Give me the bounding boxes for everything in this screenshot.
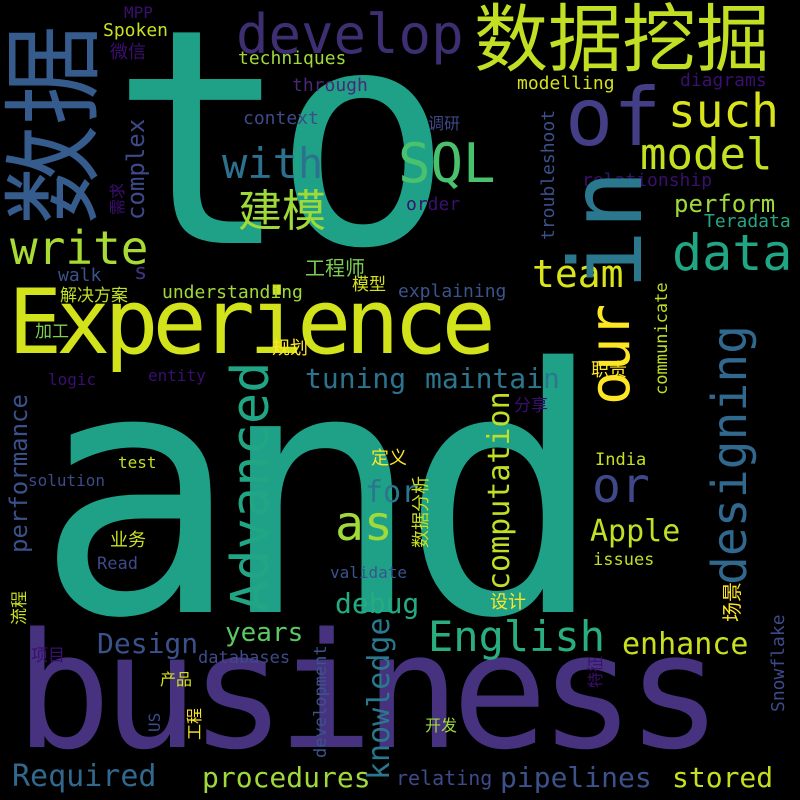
word-liucheng: 流程 xyxy=(10,591,30,625)
word-snowflake: Snowflake xyxy=(768,614,789,712)
word-complex: complex xyxy=(122,118,150,220)
word-experience: Experience xyxy=(8,270,496,375)
word-read: Read xyxy=(97,554,138,574)
word-chanpin: 产品 xyxy=(160,670,193,689)
word-in: in xyxy=(548,169,665,290)
word-with: with xyxy=(222,139,324,188)
word-shujufenxi: 数据分析 xyxy=(411,476,432,548)
word-debug: debug xyxy=(335,587,420,620)
word-or: or xyxy=(592,458,650,514)
word-data: data xyxy=(672,224,793,282)
word-shujuwajue: 数据挖掘 xyxy=(474,0,770,83)
word-such: such xyxy=(668,84,779,138)
word-teradata: Teradata xyxy=(704,211,791,232)
word-designing: designing xyxy=(702,324,758,585)
word-development: development xyxy=(311,645,331,758)
word-as: as xyxy=(335,496,393,552)
word-to: to xyxy=(110,0,453,314)
word-tuning: tuning xyxy=(305,362,407,395)
word-write: write xyxy=(10,221,149,275)
word-performance: performance xyxy=(5,394,33,553)
word-model: model xyxy=(640,129,773,180)
word-walk: walk xyxy=(58,265,102,286)
word-years: years xyxy=(225,618,304,648)
word-techniques: techniques xyxy=(238,48,347,69)
word-jiagong: 加工 xyxy=(35,322,69,342)
word-jianmo: 建模 xyxy=(238,186,326,237)
word-validate: validate xyxy=(330,563,408,582)
word-english: English xyxy=(428,612,606,661)
word-business: business xyxy=(15,598,723,785)
word-modelling: modelling xyxy=(517,73,615,94)
word-changjing: 场景 xyxy=(720,582,744,622)
word-spoken: Spoken xyxy=(103,20,169,41)
word-solution: solution xyxy=(28,471,106,490)
word-develop: develop xyxy=(236,3,464,66)
word-understanding: understanding xyxy=(162,282,303,303)
word-moxing: 模型 xyxy=(352,275,386,295)
word-mpp: MPP xyxy=(124,3,153,22)
word-team: team xyxy=(532,252,624,296)
word-issues: issues xyxy=(593,550,655,570)
word-perform: perform xyxy=(674,190,776,218)
word-india: India xyxy=(595,450,647,470)
word-relationship: relationship xyxy=(582,170,713,191)
word-gongchengshi: 工程师 xyxy=(305,256,365,280)
word-test: test xyxy=(118,453,157,472)
word-maintain: maintain xyxy=(425,362,560,395)
word-weixin: 微信 xyxy=(110,42,146,63)
word-gongcheng: 工程 xyxy=(185,707,204,740)
word-explaining: explaining xyxy=(398,281,507,302)
word-communicate: communicate xyxy=(652,282,672,395)
word-apple: Apple xyxy=(590,514,681,549)
word-diaoyan: 调研 xyxy=(428,114,461,133)
word-yewu: 业务 xyxy=(110,530,146,551)
word-dingyi: 定义 xyxy=(371,448,407,469)
word-diagrams: diagrams xyxy=(680,70,767,91)
word-entity: entity xyxy=(148,366,206,385)
word-of: of xyxy=(565,71,662,164)
word-enhance: enhance xyxy=(622,627,749,662)
word-and: and xyxy=(35,297,605,693)
word-relating: relating xyxy=(396,766,493,790)
word-stored: stored xyxy=(672,761,774,794)
word-shuju: 数据 xyxy=(0,25,113,225)
word-for: for xyxy=(365,475,420,510)
word-logic: logic xyxy=(48,370,97,389)
word-pipelines: pipelines xyxy=(500,761,652,794)
word-sheji: 设计 xyxy=(490,592,526,613)
word-guihua: 规划 xyxy=(272,338,308,359)
word-fenxiang: 分享 xyxy=(514,396,548,416)
word-us: US xyxy=(145,712,164,732)
word-jiejuefangan: 解决方案 xyxy=(60,286,128,306)
word-computation: computation xyxy=(482,391,517,590)
word-our: our xyxy=(578,303,643,405)
word-required: Required xyxy=(12,759,157,794)
word-order: order xyxy=(406,194,461,215)
word-kaifa: 开发 xyxy=(425,716,458,735)
word-knowledge: knowledge xyxy=(362,617,397,780)
word-through: through xyxy=(292,75,368,96)
word-zhize: 职责 xyxy=(591,360,627,381)
word-sql: SQL xyxy=(398,132,496,195)
word-procedures: procedures xyxy=(202,761,371,794)
word-troubleshoot: troubleshoot xyxy=(538,109,559,240)
word-tezheng: 特征 xyxy=(586,655,605,688)
word-context: context xyxy=(243,108,319,129)
word-xuqiu: 需求 xyxy=(108,182,127,215)
word-s: s xyxy=(134,260,148,285)
word-xiangmu: 项目 xyxy=(31,646,65,666)
word-databases: databases xyxy=(198,648,291,668)
word-advanced: Advanced xyxy=(221,361,281,612)
word-design: Design xyxy=(97,627,199,660)
